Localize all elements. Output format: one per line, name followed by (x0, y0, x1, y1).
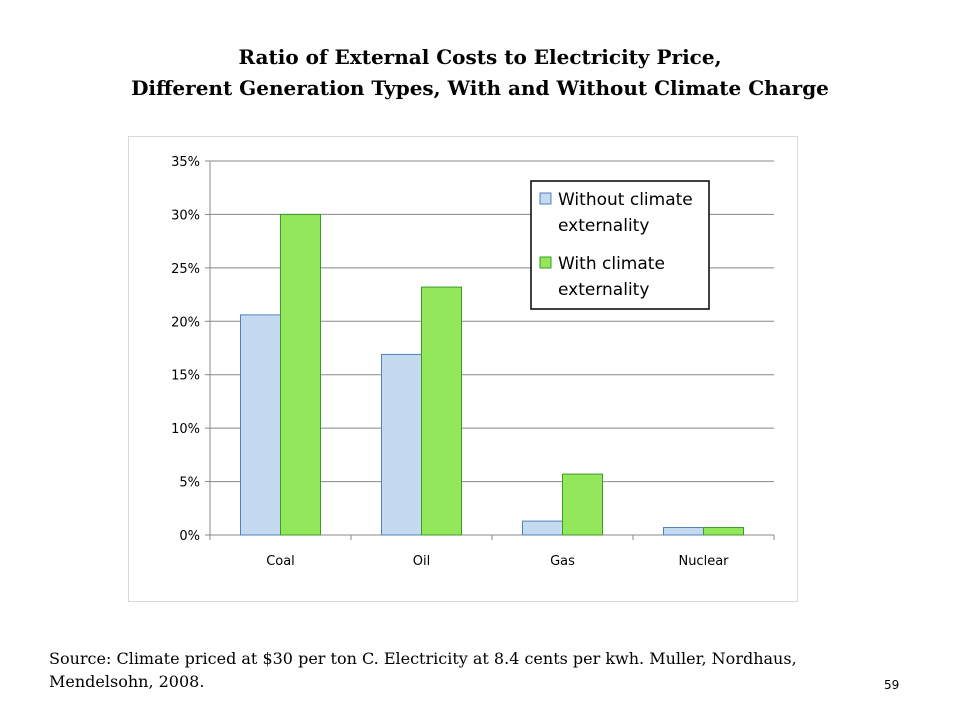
legend-box (530, 180, 710, 310)
legend-label: externality (558, 216, 649, 236)
bar-gas-with-climate (562, 473, 603, 536)
bar-coal-with-climate (280, 213, 321, 536)
y-tick-label: 35% (171, 155, 200, 170)
chart-area: 0% 5% 10% 15% 20% 25% 30% 35% Coal Oil Gas Nuclear W… (128, 136, 798, 602)
y-tick-label: 5% (179, 476, 200, 491)
chart-title-line-2: Different Generation Types, With and Wit… (131, 76, 829, 100)
y-tick-label: 20% (171, 315, 200, 330)
y-tick-label: 10% (171, 422, 200, 437)
y-tick-label: 15% (171, 369, 200, 384)
bar-chart: 0% 5% 10% 15% 20% 25% 30% 35% Coal Oil Gas Nuclear W… (171, 155, 775, 569)
x-category-label: Nuclear (678, 554, 729, 569)
legend-swatch-with-climate (539, 256, 552, 269)
y-tick-label: 25% (171, 262, 200, 277)
source-note: Source: Climate priced at $30 per ton C.… (49, 649, 797, 691)
legend-label: With climate (558, 254, 665, 274)
bar-gas-without-climate (522, 520, 563, 536)
legend-swatch-without-climate (539, 192, 552, 205)
page-number: 59 (884, 678, 900, 692)
y-tick-label: 0% (179, 529, 200, 544)
bar-nuclear-without-climate (663, 527, 704, 536)
x-category-label: Gas (550, 554, 575, 569)
legend-label: externality (558, 280, 649, 300)
bar-oil-without-climate (381, 353, 422, 536)
y-tick-label: 30% (171, 208, 200, 223)
bar-oil-with-climate (421, 286, 462, 536)
legend-label: Without climate (558, 190, 693, 210)
bar-nuclear-with-climate (703, 527, 744, 536)
x-category-label: Oil (413, 554, 430, 569)
chart-title-line-1: Ratio of External Costs to Electricity P… (238, 45, 722, 69)
bar-coal-without-climate (240, 314, 281, 536)
x-category-label: Coal (266, 554, 295, 569)
